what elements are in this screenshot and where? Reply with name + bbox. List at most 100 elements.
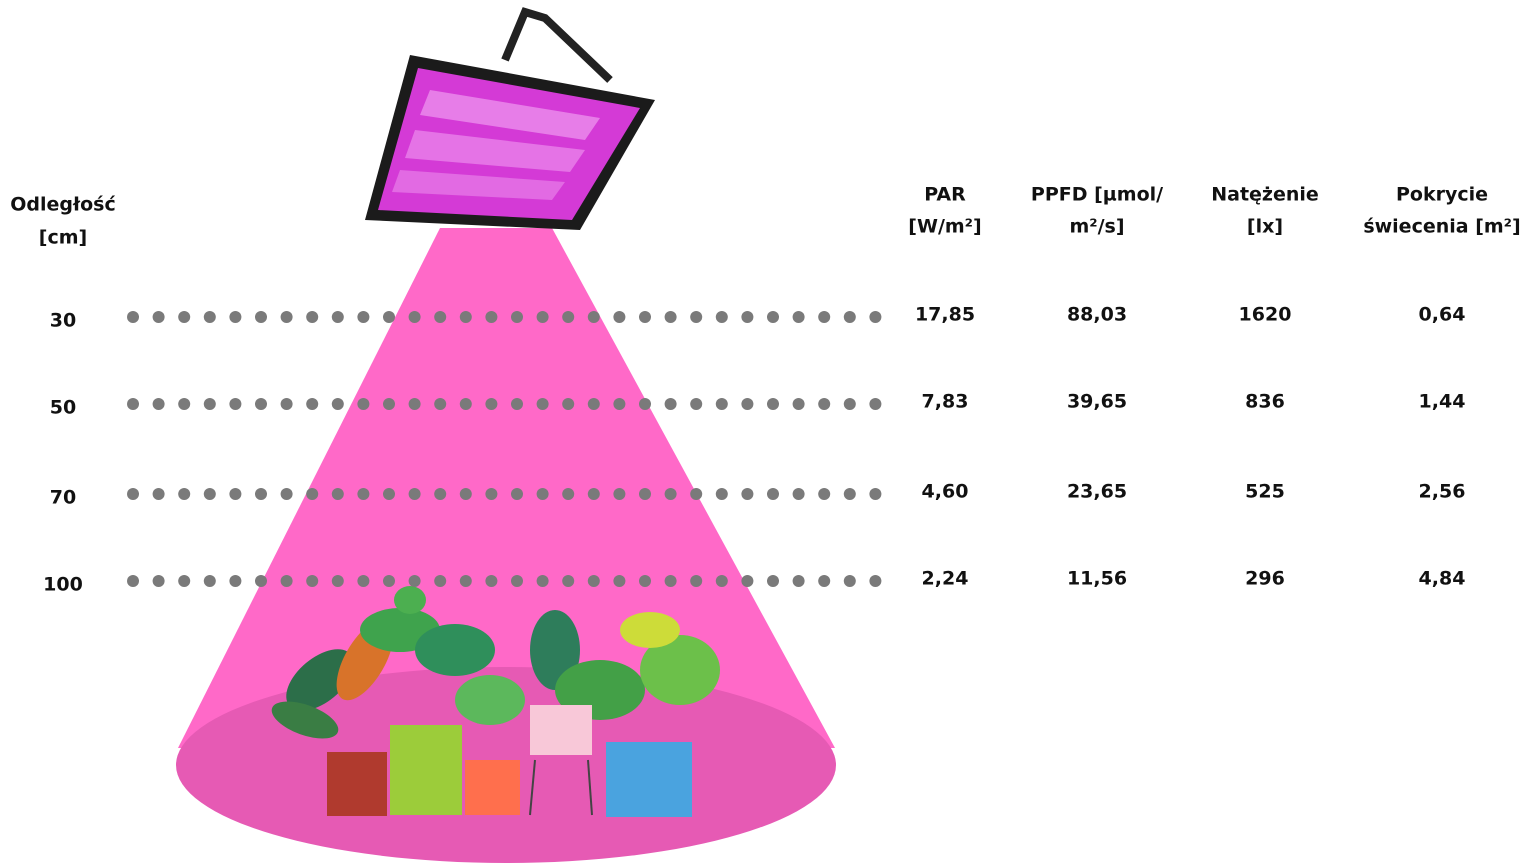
- dot: [280, 398, 293, 410]
- dot: [178, 398, 191, 410]
- dot: [485, 488, 498, 500]
- dot: [792, 575, 805, 587]
- dot: [511, 488, 523, 500]
- dot: [383, 488, 395, 500]
- cell: 836: [1245, 391, 1285, 413]
- grow-lamp: [365, 7, 655, 230]
- dot: [818, 488, 831, 500]
- dot: [280, 311, 293, 323]
- dot: [562, 311, 575, 323]
- dot: [152, 575, 165, 587]
- dot: [331, 575, 344, 587]
- dot: [255, 575, 267, 587]
- dot: [229, 311, 242, 323]
- dot: [280, 488, 293, 500]
- cell: 296: [1245, 568, 1285, 590]
- dot: [613, 311, 626, 323]
- dot: [664, 488, 677, 500]
- dot: [818, 311, 831, 323]
- distance: 30: [50, 310, 76, 332]
- header: PAR: [924, 184, 966, 206]
- dot: [792, 311, 805, 323]
- dot: [408, 488, 421, 500]
- dot: [536, 575, 549, 587]
- dot: [511, 575, 523, 587]
- dot: [203, 398, 216, 410]
- dot: [203, 488, 216, 500]
- cell: 39,65: [1067, 391, 1127, 413]
- dot: [357, 575, 370, 587]
- dot: [843, 575, 856, 587]
- dot: [818, 398, 831, 410]
- dot: [741, 488, 754, 500]
- dot: [127, 311, 139, 323]
- dot: [357, 488, 370, 500]
- dot: [434, 575, 447, 587]
- header: [lx]: [1247, 216, 1283, 238]
- header: Natężenie: [1211, 184, 1319, 206]
- dot: [383, 311, 395, 323]
- dot: [690, 398, 703, 410]
- cell: 1,44: [1419, 391, 1466, 413]
- dot: [383, 575, 395, 587]
- dot: [459, 488, 472, 500]
- header: świecenia [m²]: [1363, 216, 1520, 238]
- distance: 50: [50, 397, 76, 419]
- dot: [178, 575, 191, 587]
- dot: [229, 398, 242, 410]
- dot: [562, 488, 575, 500]
- dot: [869, 488, 882, 500]
- dot: [357, 398, 370, 410]
- dot: [843, 311, 856, 323]
- dot: [485, 311, 498, 323]
- dot: [383, 398, 395, 410]
- dot: [562, 575, 575, 587]
- dot: [127, 488, 139, 500]
- cell: 4,84: [1419, 568, 1466, 590]
- dot: [639, 398, 651, 410]
- header: Pokrycie: [1396, 184, 1488, 206]
- dot: [715, 575, 728, 587]
- dot: [741, 311, 754, 323]
- header: PPFD [µmol/: [1031, 184, 1163, 206]
- dot: [536, 398, 549, 410]
- cell: 23,65: [1067, 481, 1127, 503]
- header: m²/s]: [1069, 216, 1124, 238]
- dot: [613, 575, 626, 587]
- dot: [331, 398, 344, 410]
- dot: [331, 311, 344, 323]
- dot: [408, 575, 421, 587]
- cell: 17,85: [915, 304, 975, 326]
- distance: 70: [50, 487, 76, 509]
- dot: [639, 488, 651, 500]
- dot: [715, 311, 728, 323]
- dot: [690, 488, 703, 500]
- header: Odległość: [10, 194, 115, 216]
- dot: [587, 398, 600, 410]
- dot: [818, 575, 831, 587]
- dot: [459, 398, 472, 410]
- dot: [613, 488, 626, 500]
- cell: 7,83: [922, 391, 969, 413]
- dot: [536, 488, 549, 500]
- dot: [664, 398, 677, 410]
- cell: 88,03: [1067, 304, 1127, 326]
- dot: [741, 398, 754, 410]
- dot: [562, 398, 575, 410]
- dot: [613, 398, 626, 410]
- dot: [331, 488, 344, 500]
- dot: [255, 488, 267, 500]
- dot: [767, 311, 779, 323]
- dot: [255, 311, 267, 323]
- dot: [229, 575, 242, 587]
- dot: [869, 575, 882, 587]
- dot: [690, 575, 703, 587]
- dot: [511, 398, 523, 410]
- dot: [357, 311, 370, 323]
- dot: [587, 488, 600, 500]
- dot: [434, 311, 447, 323]
- dot: [869, 311, 882, 323]
- dot: [434, 398, 447, 410]
- dot: [690, 311, 703, 323]
- dot: [178, 311, 191, 323]
